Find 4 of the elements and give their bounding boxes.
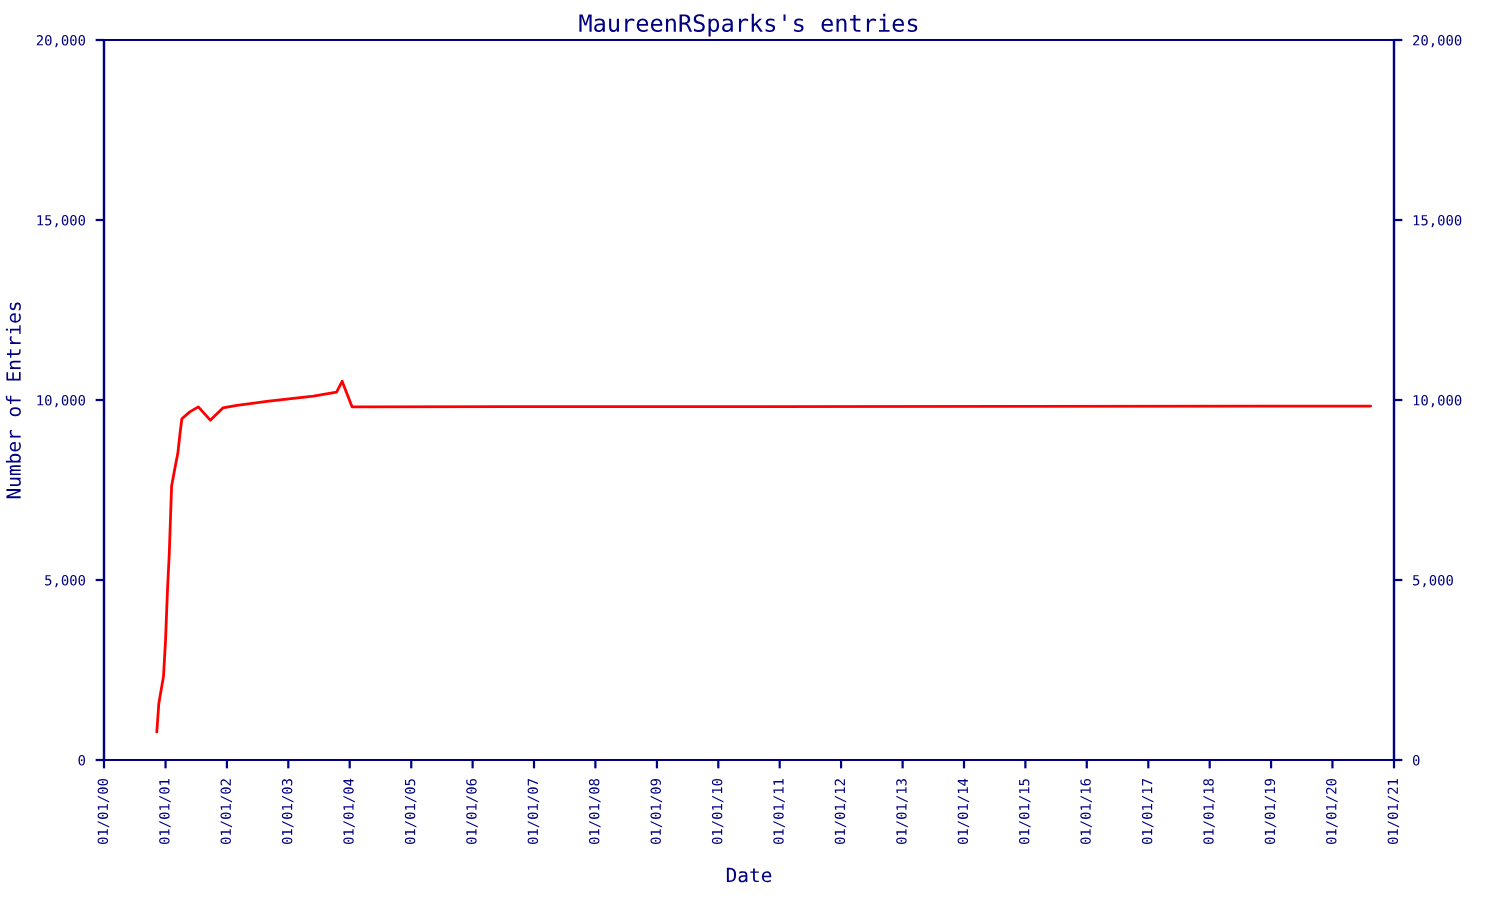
x-axis-title: Date <box>726 867 772 883</box>
chart-title: MaureenRSparks's entries <box>579 13 918 37</box>
line-series <box>155 379 1373 734</box>
y-axis-title: Number of Entries <box>5 302 21 499</box>
